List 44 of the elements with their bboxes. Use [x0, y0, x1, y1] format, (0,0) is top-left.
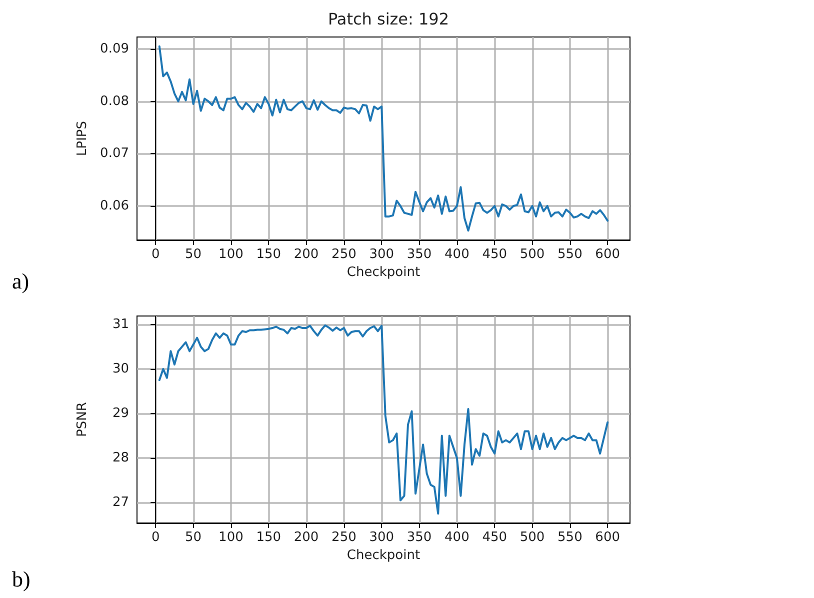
- y-tick-label: 28: [112, 450, 129, 466]
- x-tick-label: 200: [294, 530, 319, 545]
- x-tick-label: 50: [185, 530, 202, 545]
- x-tick-label: 250: [332, 247, 356, 262]
- y-tick-label: 0.07: [100, 146, 129, 162]
- y-tick-label: 31: [112, 316, 129, 332]
- y-tick-label: 0.08: [100, 94, 129, 109]
- line-series: [158, 45, 609, 232]
- chart-title: Patch size: 192: [328, 10, 450, 28]
- y-axis-title: LPIPS: [75, 120, 90, 156]
- x-tick-label: 200: [294, 247, 319, 262]
- y-tick-label: 27: [112, 495, 129, 510]
- x-tick-label: 150: [256, 530, 282, 545]
- x-tick-label: 550: [558, 247, 582, 262]
- x-tick-label: 300: [369, 530, 394, 545]
- x-tick-label: 50: [185, 247, 202, 262]
- x-tick-label: 450: [482, 530, 508, 545]
- x-axis-title: Checkpoint: [346, 265, 420, 280]
- x-tick-label: 500: [520, 530, 545, 545]
- text: a): [12, 268, 30, 294]
- x-tick-label: 500: [520, 247, 545, 262]
- x-tick-label: 0: [152, 530, 160, 545]
- x-tick-label: 550: [558, 530, 582, 545]
- y-tick-label: 29: [112, 406, 129, 421]
- x-axis-title: Checkpoint: [346, 548, 420, 563]
- x-tick-label: 250: [332, 530, 356, 545]
- x-tick-label: 0: [152, 247, 160, 262]
- x-tick-label: 600: [595, 247, 620, 262]
- x-tick-label: 100: [218, 530, 244, 545]
- text: b): [12, 566, 30, 592]
- y-tick-label: 30: [112, 361, 129, 376]
- x-tick-label: 350: [406, 530, 432, 545]
- y-tick-label: 0.09: [100, 42, 129, 57]
- x-tick-label: 600: [595, 530, 620, 545]
- x-tick-label: 400: [444, 247, 470, 262]
- x-tick-label: 350: [406, 247, 432, 262]
- y-axis-title: PSNR: [75, 402, 90, 437]
- x-tick-label: 400: [444, 530, 470, 545]
- y-tick-label: 0.06: [100, 198, 129, 214]
- x-tick-label: 100: [218, 247, 244, 262]
- x-tick-label: 450: [482, 247, 508, 262]
- x-tick-label: 150: [256, 247, 282, 262]
- line-series: [158, 324, 609, 515]
- x-tick-label: 300: [369, 247, 394, 262]
